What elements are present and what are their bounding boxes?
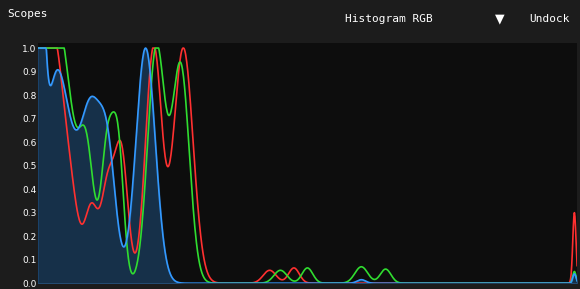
Text: Histogram RGB: Histogram RGB (345, 14, 433, 24)
Text: ▼: ▼ (495, 12, 505, 25)
Text: Scopes: Scopes (7, 9, 48, 19)
Text: Undock: Undock (530, 14, 570, 24)
